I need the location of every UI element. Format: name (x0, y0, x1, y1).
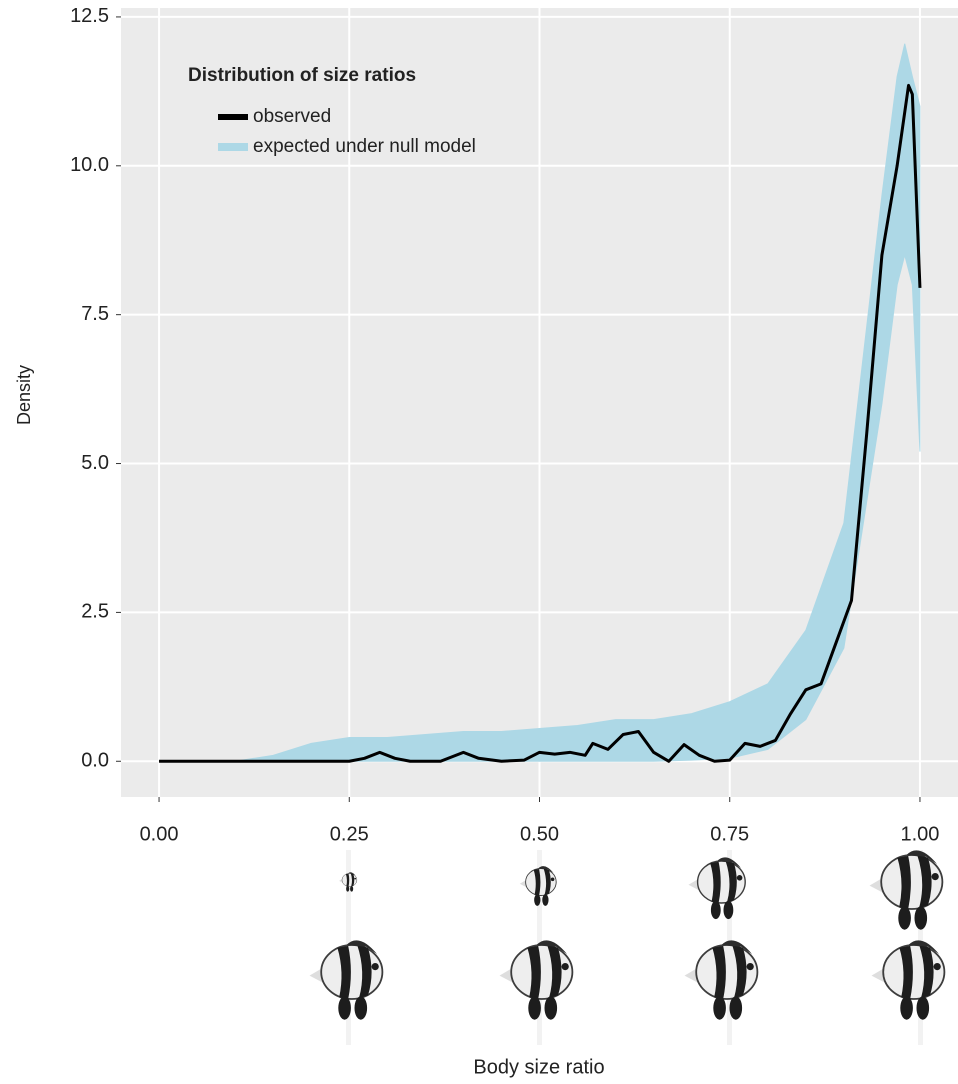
y-tick-label: 7.5 (81, 303, 109, 325)
x-tick-label: 1.00 (900, 823, 939, 845)
x-tick-label: 0.25 (330, 823, 369, 845)
legend-label: observed (253, 106, 331, 127)
x-tick-label: 0.00 (140, 823, 179, 845)
chart: Distribution of size ratios observed exp… (0, 0, 958, 1084)
legend-label: expected under null model (253, 136, 476, 157)
x-axis-label: Body size ratio (473, 1056, 604, 1078)
y-axis-label: Density (14, 365, 34, 425)
legend-title: Distribution of size ratios (188, 65, 416, 86)
x-tick-label: 0.50 (520, 823, 559, 845)
y-tick-label: 5.0 (81, 452, 109, 474)
y-tick-label: 10.0 (70, 154, 109, 176)
y-tick-label: 0.0 (81, 750, 109, 772)
y-tick-label: 12.5 (70, 5, 109, 27)
fish-images (310, 850, 945, 1045)
x-tick-label: 0.75 (710, 823, 749, 845)
y-tick-label: 2.5 (81, 601, 109, 623)
